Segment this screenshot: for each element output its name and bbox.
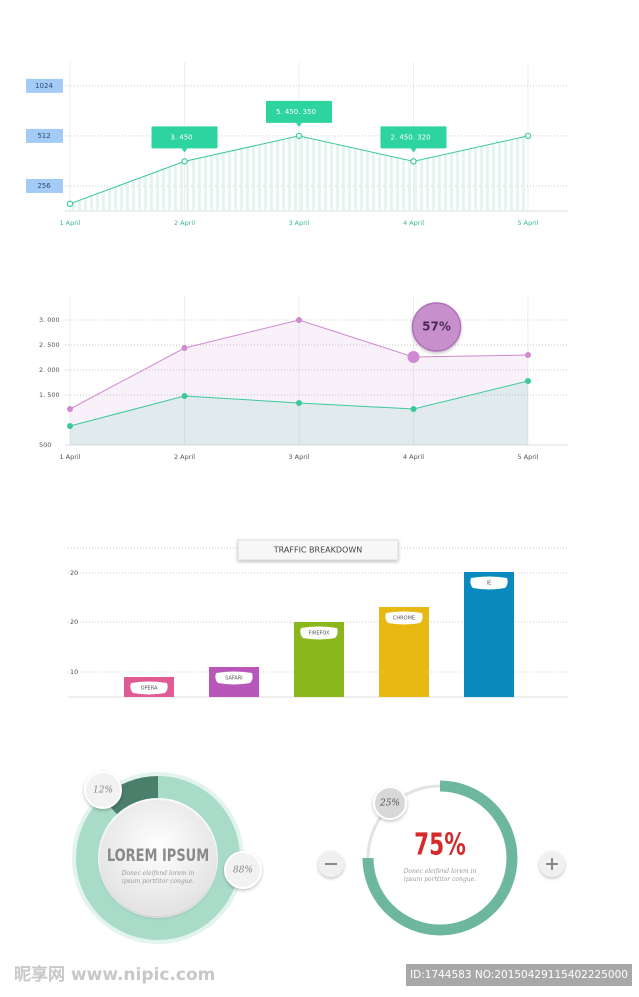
callout-label: 5. 450. 350 bbox=[276, 108, 316, 116]
donut-segment bbox=[362, 780, 518, 936]
bar-label: OPERA bbox=[141, 686, 158, 692]
point bbox=[525, 352, 531, 358]
point bbox=[67, 423, 73, 429]
y-tick-label: 500 bbox=[39, 441, 51, 449]
point bbox=[181, 158, 188, 165]
bar-label-cloud bbox=[385, 611, 423, 625]
donut-value: 75% bbox=[414, 828, 466, 862]
x-tick-label: 1 April bbox=[59, 219, 80, 227]
y-tick-label: 2. 500 bbox=[39, 341, 60, 349]
y-tick-label: 10 bbox=[70, 668, 78, 676]
x-tick-label: 1 April bbox=[59, 453, 80, 461]
percent-bubble bbox=[84, 771, 122, 809]
donut-subtitle: Donec eleifend lorem in ipsum porttitor … bbox=[121, 870, 195, 885]
plus-button[interactable] bbox=[539, 851, 565, 877]
x-tick-label: 5 April bbox=[517, 453, 538, 461]
point bbox=[296, 400, 302, 406]
donut-segment bbox=[76, 776, 240, 940]
y-tick-tag bbox=[26, 78, 63, 93]
percent-label: 12% bbox=[93, 786, 113, 796]
donut-subtitle-box: Donec eleifend lorem in ipsum porttitor … bbox=[403, 868, 477, 883]
callout-pointer bbox=[296, 122, 302, 127]
donut-right: 75% Donec eleifend lorem in ipsum porttit… bbox=[362, 780, 518, 936]
y-tick-label: 3. 000 bbox=[39, 316, 60, 324]
x-tick-label: 2 April bbox=[174, 453, 195, 461]
area-fill bbox=[70, 135, 528, 211]
bar bbox=[464, 572, 514, 697]
callout-label: 3. 450 bbox=[170, 133, 192, 141]
x-tick-label: 4 April bbox=[403, 453, 424, 461]
point bbox=[67, 406, 73, 412]
y-tick-tag bbox=[26, 178, 63, 193]
watermark-site: 昵享网 www.nipic.com bbox=[14, 964, 215, 985]
point bbox=[66, 200, 74, 207]
callout-box bbox=[266, 100, 332, 123]
y-tick-label: 2. 000 bbox=[39, 366, 60, 374]
percent-bubble bbox=[224, 851, 262, 889]
bar-label: CHROME bbox=[393, 616, 415, 622]
minus-button[interactable] bbox=[318, 851, 344, 877]
watermark-id-bg bbox=[406, 964, 632, 986]
y-tick-label: 256 bbox=[37, 182, 51, 190]
donut-subtitle: Donec eleifend lorem in ipsum porttitor … bbox=[403, 868, 477, 883]
y-tick-label: 1024 bbox=[35, 82, 53, 90]
callout-box bbox=[380, 126, 447, 149]
bar-label: IE bbox=[487, 581, 492, 587]
x-tick-label: 3 April bbox=[288, 219, 309, 227]
chart-title: TRAFFIC BREAKDOWN bbox=[273, 546, 362, 555]
bar-label-cloud bbox=[215, 671, 253, 685]
x-tick-label: 5 April bbox=[517, 219, 538, 227]
bar-label-cloud bbox=[300, 626, 338, 640]
bar-label: FIREFOX bbox=[309, 631, 330, 637]
callout-box bbox=[151, 126, 218, 149]
callout-bubble bbox=[411, 302, 462, 352]
callout-label: 2. 450. 320 bbox=[390, 133, 430, 141]
bar-label-cloud bbox=[130, 681, 168, 695]
x-tick-label: 3 April bbox=[288, 453, 309, 461]
percent-label: 25% bbox=[379, 799, 400, 809]
area-fill bbox=[70, 320, 528, 445]
donut-subtitle-box: Donec eleifend lorem in ipsum porttitor … bbox=[121, 870, 195, 885]
y-tick-tag bbox=[26, 128, 63, 143]
point bbox=[181, 345, 188, 351]
area-chart: 500 1. 500 2. 000 2. 500 3. 000 1 April 2 Apri… bbox=[39, 295, 568, 461]
y-tick-label: 20 bbox=[70, 618, 78, 626]
point bbox=[410, 158, 417, 165]
center-disc bbox=[100, 800, 216, 916]
point bbox=[181, 393, 188, 399]
highlight-point bbox=[407, 351, 420, 363]
callout-label: 57% bbox=[422, 320, 451, 334]
point bbox=[524, 132, 532, 140]
point bbox=[410, 406, 417, 412]
donut-title: LOREM IPSUM bbox=[107, 845, 209, 865]
y-tick-label: 1. 500 bbox=[39, 391, 60, 399]
callout-pointer bbox=[410, 148, 417, 153]
callout-pointer bbox=[181, 148, 188, 153]
point bbox=[525, 378, 531, 384]
title-box bbox=[237, 539, 399, 561]
axis-note: 20 bbox=[70, 569, 78, 577]
bar-chart: 10 20 20 TRAFFIC BREAKDOWN OPERA SAFARI FIREFO… bbox=[68, 539, 568, 698]
watermark-id: ID:1744583 NO:20150429115402225000 bbox=[410, 969, 628, 981]
y-tick-label: 512 bbox=[37, 132, 50, 140]
bar-label-cloud bbox=[470, 576, 508, 590]
percent-label: 88% bbox=[233, 866, 253, 876]
percent-bubble bbox=[373, 786, 407, 820]
bar-label: SAFARI bbox=[225, 676, 242, 682]
donut-left: LOREM IPSUM Donec eleifend lorem in ipsum… bbox=[72, 771, 262, 944]
point bbox=[295, 132, 303, 140]
x-tick-label: 2 April bbox=[174, 219, 195, 227]
line-chart: 256 512 1024 1 April 2 April 3 April 4 April 5 … bbox=[26, 62, 568, 227]
x-tick-label: 4 April bbox=[403, 219, 424, 227]
point bbox=[296, 317, 302, 323]
